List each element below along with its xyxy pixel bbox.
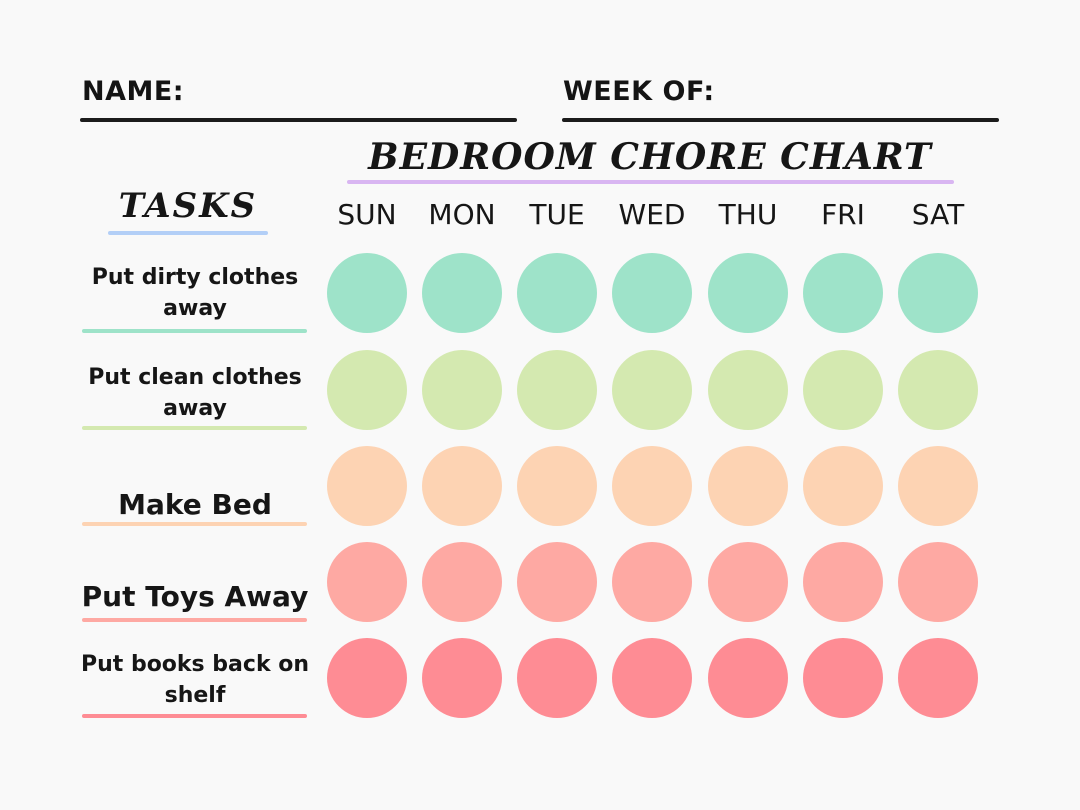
task-underline xyxy=(82,522,307,526)
checkoff-circle-wed[interactable] xyxy=(612,542,692,622)
checkoff-circle-mon[interactable] xyxy=(422,350,502,430)
checkoff-circle-sun[interactable] xyxy=(327,253,407,333)
checkoff-circle-fri[interactable] xyxy=(803,253,883,333)
checkoff-circle-mon[interactable] xyxy=(422,446,502,526)
checkoff-circle-thu[interactable] xyxy=(708,350,788,430)
checkoff-circle-tue[interactable] xyxy=(517,446,597,526)
checkoff-circle-fri[interactable] xyxy=(803,638,883,718)
checkoff-circle-sat[interactable] xyxy=(898,542,978,622)
checkoff-circle-sat[interactable] xyxy=(898,350,978,430)
day-header-sat: SAT xyxy=(911,198,965,231)
checkoff-circle-sat[interactable] xyxy=(898,446,978,526)
checkoff-circle-fri[interactable] xyxy=(803,446,883,526)
checkoff-circle-mon[interactable] xyxy=(422,638,502,718)
tasks-underline xyxy=(108,231,268,235)
task-label-line: Put books back on xyxy=(80,652,310,677)
day-header-thu: THU xyxy=(718,198,778,231)
day-header-fri: FRI xyxy=(821,198,865,231)
week-of-input-line[interactable] xyxy=(562,118,999,122)
task-label-line: Make Bed xyxy=(118,488,272,521)
week-of-label: WEEK OF: xyxy=(563,76,715,107)
task-label: Put books back on shelf xyxy=(60,649,330,711)
task-underline xyxy=(82,329,307,333)
checkoff-circle-fri[interactable] xyxy=(803,542,883,622)
checkoff-circle-sun[interactable] xyxy=(327,542,407,622)
checkoff-circle-sat[interactable] xyxy=(898,638,978,718)
task-label-line: away xyxy=(163,396,227,421)
checkoff-circle-thu[interactable] xyxy=(708,638,788,718)
task-underline xyxy=(82,618,307,622)
checkoff-circle-sun[interactable] xyxy=(327,446,407,526)
task-label: Put clean clothes away xyxy=(60,362,330,424)
checkoff-circle-thu[interactable] xyxy=(708,253,788,333)
task-label-line: Put dirty clothes xyxy=(91,265,299,290)
name-input-line[interactable] xyxy=(80,118,517,122)
chart-title: BEDROOM CHORE CHART xyxy=(368,136,932,178)
checkoff-circle-tue[interactable] xyxy=(517,542,597,622)
name-label: NAME: xyxy=(82,76,185,107)
day-header-mon: MON xyxy=(428,198,496,231)
task-label-line: Put clean clothes xyxy=(88,365,302,390)
day-header-sun: SUN xyxy=(337,198,397,231)
checkoff-circle-wed[interactable] xyxy=(612,446,692,526)
checkoff-circle-mon[interactable] xyxy=(422,253,502,333)
checkoff-circle-thu[interactable] xyxy=(708,446,788,526)
day-header-wed: WED xyxy=(618,198,686,231)
checkoff-circle-wed[interactable] xyxy=(612,253,692,333)
checkoff-circle-wed[interactable] xyxy=(612,350,692,430)
task-label-line: away xyxy=(163,296,227,321)
task-label-line: shelf xyxy=(164,683,226,708)
task-underline xyxy=(82,714,307,718)
checkoff-circle-sun[interactable] xyxy=(327,350,407,430)
checkoff-circle-sun[interactable] xyxy=(327,638,407,718)
checkoff-circle-tue[interactable] xyxy=(517,350,597,430)
checkoff-circle-thu[interactable] xyxy=(708,542,788,622)
task-underline xyxy=(82,426,307,430)
checkoff-circle-wed[interactable] xyxy=(612,638,692,718)
task-label-line: Put Toys Away xyxy=(81,580,309,613)
checkoff-circle-tue[interactable] xyxy=(517,253,597,333)
title-underline xyxy=(347,180,954,184)
tasks-heading: TASKS xyxy=(118,186,258,226)
task-label: Put dirty clothes away xyxy=(60,262,330,324)
task-label: Put Toys Away xyxy=(60,580,330,614)
day-header-tue: TUE xyxy=(529,198,585,231)
task-label: Make Bed xyxy=(60,488,330,522)
checkoff-circle-sat[interactable] xyxy=(898,253,978,333)
checkoff-circle-fri[interactable] xyxy=(803,350,883,430)
checkoff-circle-tue[interactable] xyxy=(517,638,597,718)
checkoff-circle-mon[interactable] xyxy=(422,542,502,622)
